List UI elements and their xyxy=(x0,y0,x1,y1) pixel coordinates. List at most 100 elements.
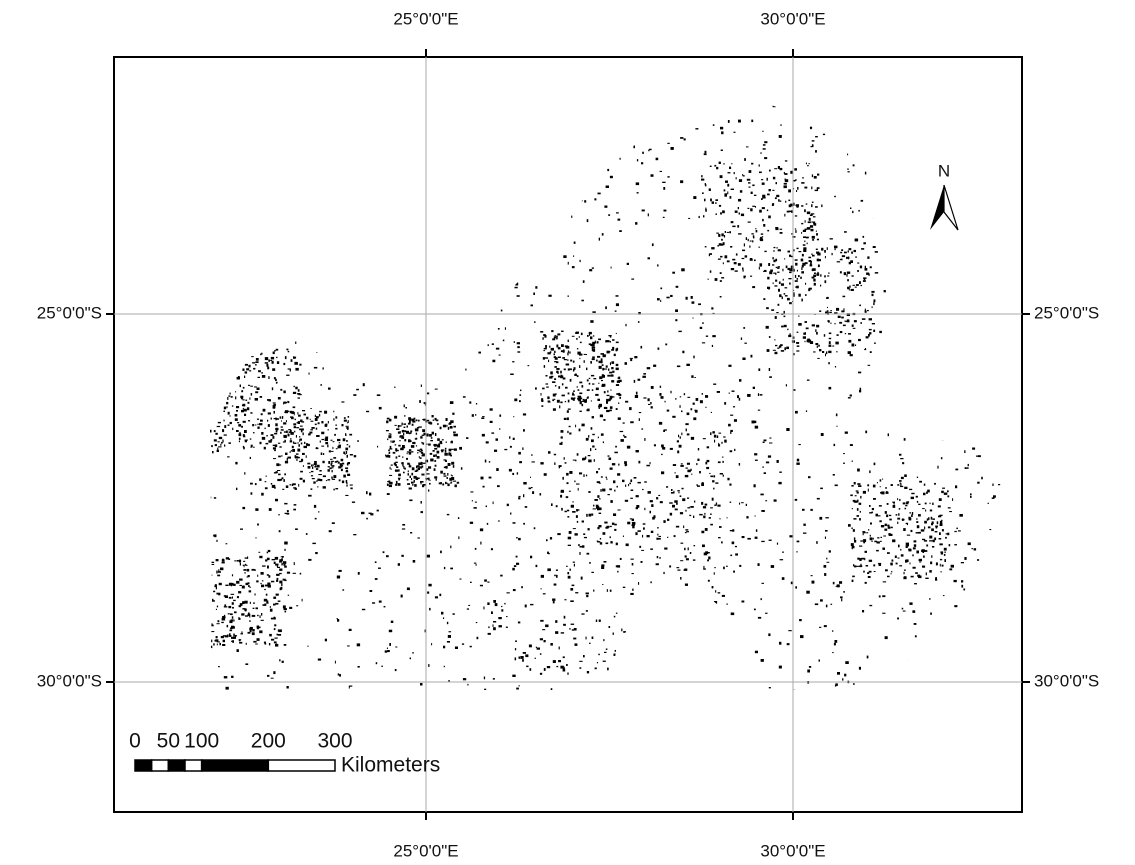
land-speckle xyxy=(248,585,250,587)
land-speckle xyxy=(678,331,681,332)
land-speckle xyxy=(450,546,451,549)
land-speckle xyxy=(677,366,680,368)
land-speckle xyxy=(306,417,308,420)
land-speckle xyxy=(835,248,836,250)
land-speckle xyxy=(270,609,273,612)
land-speckle xyxy=(623,587,626,588)
land-speckle xyxy=(815,150,817,153)
land-speckle xyxy=(812,324,815,326)
land-speckle xyxy=(554,353,556,355)
land-speckle xyxy=(803,336,806,339)
land-speckle xyxy=(318,659,321,661)
land-speckle xyxy=(300,471,303,473)
land-speckle xyxy=(811,213,814,214)
land-speckle xyxy=(825,280,827,283)
land-speckle xyxy=(573,391,575,392)
land-speckle xyxy=(632,522,636,525)
land-speckle xyxy=(910,563,911,565)
land-speckle xyxy=(824,334,825,337)
land-speckle xyxy=(827,275,829,276)
land-speckle xyxy=(710,166,712,167)
land-speckle xyxy=(603,661,606,662)
land-speckle xyxy=(795,263,797,266)
land-speckle xyxy=(721,150,723,152)
land-speckle xyxy=(796,205,798,206)
land-speckle xyxy=(420,483,421,484)
land-speckle xyxy=(781,326,784,328)
land-speckle xyxy=(418,462,421,465)
land-speckle xyxy=(944,554,946,556)
land-speckle xyxy=(569,426,571,427)
land-speckle xyxy=(730,196,732,199)
land-speckle xyxy=(307,463,310,465)
land-speckle xyxy=(519,461,522,463)
land-speckle xyxy=(593,378,596,379)
land-speckle xyxy=(259,478,261,481)
land-speckle xyxy=(916,521,918,523)
land-speckle xyxy=(328,479,331,480)
land-speckle xyxy=(387,648,388,650)
land-speckle xyxy=(420,683,423,686)
land-speckle xyxy=(716,213,717,215)
land-speckle xyxy=(860,496,861,499)
land-speckle xyxy=(650,548,653,550)
land-speckle xyxy=(632,589,633,591)
land-speckle xyxy=(942,565,944,567)
land-speckle xyxy=(222,562,225,564)
land-speckle xyxy=(675,398,676,399)
land-speckle xyxy=(607,390,608,392)
land-speckle xyxy=(866,532,868,533)
land-speckle xyxy=(759,164,760,166)
land-speckle xyxy=(453,426,456,428)
land-speckle xyxy=(618,403,619,404)
land-speckle xyxy=(416,445,417,446)
land-speckle xyxy=(274,350,276,351)
land-speckle xyxy=(312,478,315,479)
land-speckle xyxy=(499,625,502,627)
land-speckle xyxy=(421,511,424,513)
land-speckle xyxy=(257,388,260,391)
land-speckle xyxy=(316,428,318,430)
land-speckle xyxy=(431,643,432,645)
land-speckle xyxy=(284,566,287,568)
land-speckle xyxy=(710,507,713,508)
land-speckle xyxy=(522,447,523,450)
land-speckle xyxy=(250,412,252,414)
land-speckle xyxy=(854,565,856,567)
land-speckle xyxy=(648,404,650,405)
land-speckle xyxy=(724,163,725,165)
land-speckle xyxy=(943,595,945,596)
land-speckle xyxy=(819,660,821,662)
land-speckle xyxy=(395,470,398,472)
land-speckle xyxy=(266,435,268,436)
land-speckle xyxy=(335,488,338,489)
land-speckle xyxy=(900,458,903,459)
land-speckle xyxy=(234,626,235,629)
land-speckle xyxy=(806,328,809,330)
land-speckle xyxy=(570,379,572,382)
land-speckle xyxy=(718,259,721,260)
land-speckle xyxy=(727,478,729,481)
land-speckle xyxy=(817,272,818,274)
land-speckle xyxy=(680,405,681,408)
land-speckle xyxy=(913,547,916,549)
land-speckle xyxy=(265,487,268,489)
land-speckle xyxy=(415,428,419,431)
land-speckle xyxy=(316,481,318,482)
scale-segment xyxy=(185,760,202,771)
land-speckle xyxy=(230,613,233,615)
land-speckle xyxy=(589,269,592,271)
land-speckle xyxy=(801,259,804,262)
land-speckle xyxy=(586,637,587,640)
land-speckle xyxy=(720,518,721,519)
land-speckle xyxy=(610,590,612,592)
land-speckle xyxy=(859,558,861,561)
land-speckle xyxy=(616,384,619,386)
land-speckle xyxy=(266,364,268,367)
land-speckle xyxy=(631,559,634,560)
land-speckle xyxy=(797,541,800,543)
land-speckle xyxy=(864,278,866,281)
land-speckle xyxy=(576,338,577,340)
land-speckle xyxy=(547,666,550,668)
land-speckle xyxy=(545,345,547,348)
